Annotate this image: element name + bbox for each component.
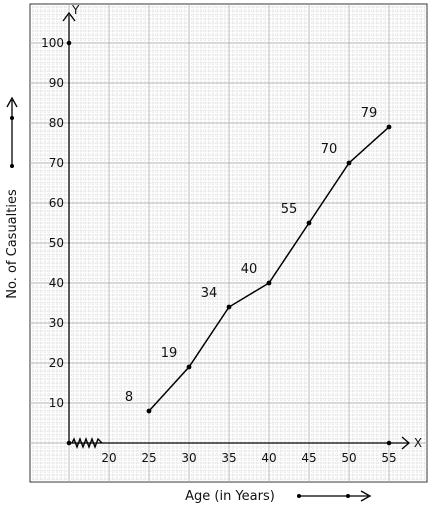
x-axis-arrow-icon bbox=[401, 436, 410, 450]
y-tick-label: 100 bbox=[41, 36, 64, 50]
y-axis-letter: Y bbox=[71, 3, 80, 17]
data-point bbox=[186, 364, 192, 370]
up-arrow-icon bbox=[6, 96, 18, 108]
data-label: 19 bbox=[161, 346, 178, 361]
data-point bbox=[346, 160, 352, 166]
x-axis-end-point bbox=[386, 440, 392, 446]
y-tick-label: 90 bbox=[49, 76, 64, 90]
y-tick-label: 10 bbox=[49, 396, 64, 410]
y-tick-label: 70 bbox=[49, 156, 64, 170]
data-point bbox=[306, 220, 312, 226]
data-label: 8 bbox=[125, 390, 133, 405]
arrow-dot bbox=[10, 164, 14, 168]
y-tick-label: 80 bbox=[49, 116, 64, 130]
x-tick-label: 30 bbox=[181, 451, 196, 465]
data-label: 79 bbox=[361, 106, 378, 121]
x-tick-label: 20 bbox=[101, 451, 116, 465]
arrow-dot bbox=[297, 494, 301, 498]
x-tick-label: 35 bbox=[221, 451, 236, 465]
y-axis-arrow-icon bbox=[62, 11, 76, 22]
y-tick-label: 50 bbox=[49, 236, 64, 250]
data-label: 70 bbox=[321, 142, 338, 157]
arrow-dot bbox=[346, 494, 350, 498]
axis-break-icon bbox=[71, 437, 103, 449]
right-arrow-icon bbox=[360, 490, 372, 502]
x-tick-label: 40 bbox=[261, 451, 276, 465]
y-tick-label: 20 bbox=[49, 356, 64, 370]
y-tick-label: 60 bbox=[49, 196, 64, 210]
data-point bbox=[266, 280, 272, 286]
x-axis-letter: X bbox=[414, 436, 422, 450]
data-label: 55 bbox=[281, 202, 298, 217]
data-point bbox=[146, 408, 152, 414]
data-point bbox=[386, 124, 392, 130]
data-label: 40 bbox=[241, 262, 258, 277]
origin-point bbox=[66, 440, 72, 446]
y-axis-top-point bbox=[66, 40, 72, 46]
y-axis-title: No. of Casualties bbox=[5, 189, 20, 299]
data-label: 34 bbox=[201, 286, 218, 301]
x-tick-label: 45 bbox=[301, 451, 316, 465]
x-axis-title: Age (in Years) bbox=[185, 489, 275, 504]
arrow-dot bbox=[10, 116, 14, 120]
x-tick-label: 25 bbox=[141, 451, 156, 465]
x-tick-label: 55 bbox=[381, 451, 396, 465]
x-tick-label: 50 bbox=[341, 451, 356, 465]
data-point bbox=[226, 304, 232, 310]
y-tick-label: 40 bbox=[49, 276, 64, 290]
y-tick-label: 30 bbox=[49, 316, 64, 330]
